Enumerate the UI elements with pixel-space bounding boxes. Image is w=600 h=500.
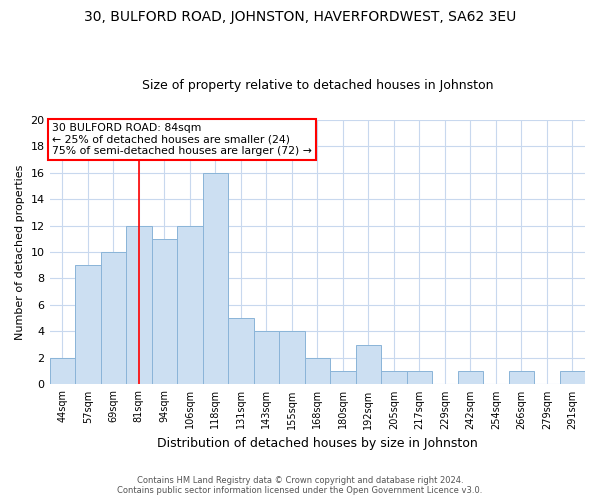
Bar bbox=[305, 358, 330, 384]
Bar bbox=[50, 358, 75, 384]
Bar bbox=[203, 172, 228, 384]
Bar bbox=[126, 226, 152, 384]
Bar bbox=[458, 371, 483, 384]
Bar bbox=[254, 332, 279, 384]
Bar bbox=[356, 344, 381, 385]
Bar bbox=[177, 226, 203, 384]
Text: Contains HM Land Registry data © Crown copyright and database right 2024.
Contai: Contains HM Land Registry data © Crown c… bbox=[118, 476, 482, 495]
Text: 30 BULFORD ROAD: 84sqm
← 25% of detached houses are smaller (24)
75% of semi-det: 30 BULFORD ROAD: 84sqm ← 25% of detached… bbox=[52, 122, 312, 156]
Bar bbox=[228, 318, 254, 384]
Title: Size of property relative to detached houses in Johnston: Size of property relative to detached ho… bbox=[142, 79, 493, 92]
Bar bbox=[330, 371, 356, 384]
Bar bbox=[381, 371, 407, 384]
Bar bbox=[509, 371, 534, 384]
Bar bbox=[152, 238, 177, 384]
Bar bbox=[101, 252, 126, 384]
Bar bbox=[75, 265, 101, 384]
Y-axis label: Number of detached properties: Number of detached properties bbox=[15, 164, 25, 340]
Bar bbox=[560, 371, 585, 384]
Text: 30, BULFORD ROAD, JOHNSTON, HAVERFORDWEST, SA62 3EU: 30, BULFORD ROAD, JOHNSTON, HAVERFORDWES… bbox=[84, 10, 516, 24]
Bar bbox=[279, 332, 305, 384]
X-axis label: Distribution of detached houses by size in Johnston: Distribution of detached houses by size … bbox=[157, 437, 478, 450]
Bar bbox=[407, 371, 432, 384]
